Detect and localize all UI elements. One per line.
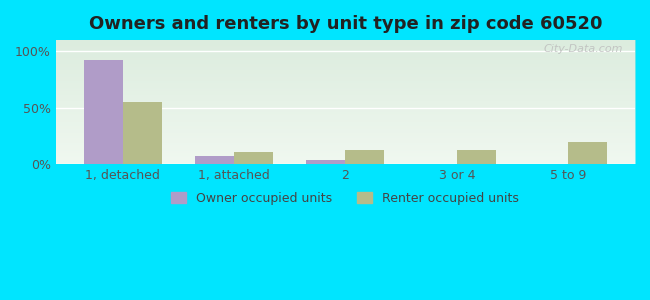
Bar — [306, 160, 345, 164]
Bar — [568, 142, 607, 164]
Title: Owners and renters by unit type in zip code 60520: Owners and renters by unit type in zip c… — [88, 15, 602, 33]
Bar — [234, 152, 273, 164]
Bar — [345, 150, 384, 164]
Bar — [457, 150, 496, 164]
Bar — [123, 102, 162, 164]
Bar — [84, 60, 123, 164]
Legend: Owner occupied units, Renter occupied units: Owner occupied units, Renter occupied un… — [166, 187, 525, 210]
Text: City-Data.com: City-Data.com — [544, 44, 623, 54]
Bar — [195, 156, 234, 164]
